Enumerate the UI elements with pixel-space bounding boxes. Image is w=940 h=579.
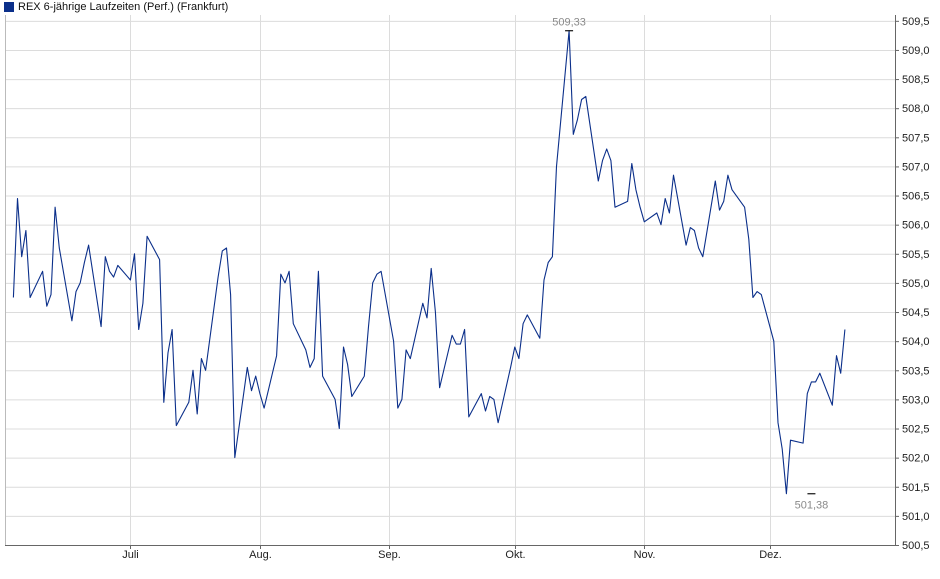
min-value-label: 501,38 [795, 500, 829, 512]
y-tick-label: 506,0 [902, 220, 930, 232]
x-tick-label: Nov. [634, 549, 656, 561]
y-tick-label: 500,5 [902, 540, 930, 552]
y-tick-label: 509,5 [902, 16, 930, 28]
y-tick-label: 508,5 [902, 74, 930, 86]
y-tick-label: 501,5 [902, 482, 930, 494]
axes [5, 15, 899, 549]
x-tick-label: Dez. [759, 549, 782, 561]
grid [5, 15, 895, 546]
y-tick-label: 503,0 [902, 394, 930, 406]
x-tick-label: Okt. [505, 549, 525, 561]
legend-label: REX 6-jährige Laufzeiten (Perf.) (Frankf… [18, 1, 229, 13]
y-tick-label: 503,5 [902, 365, 930, 377]
series-line [12, 30, 846, 495]
y-tick-label: 507,0 [902, 161, 930, 173]
y-tick-label: 502,5 [902, 424, 930, 436]
x-axis-labels: Juli Aug. Sep. Okt. Nov. Dez. [122, 549, 782, 561]
y-tick-label: 509,0 [902, 45, 930, 57]
y-tick-label: 502,0 [902, 453, 930, 465]
y-tick-label: 505,0 [902, 278, 930, 290]
max-value-label: 509,33 [552, 17, 586, 29]
series [12, 30, 846, 495]
y-tick-label: 504,5 [902, 307, 930, 319]
y-tick-label: 508,0 [902, 103, 930, 115]
y-tick-label: 506,5 [902, 191, 930, 203]
y-tick-label: 505,5 [902, 249, 930, 261]
x-tick-label: Sep. [378, 549, 401, 561]
y-axis-labels: 500,5 501,0 501,5 502,0 502,5 503,0 503,5 504,0… [902, 16, 930, 552]
y-tick-label: 504,0 [902, 336, 930, 348]
y-tick-label: 501,0 [902, 511, 930, 523]
legend-swatch [4, 2, 14, 12]
chart-legend: REX 6-jährige Laufzeiten (Perf.) (Frankf… [4, 0, 228, 14]
y-tick-label: 507,5 [902, 132, 930, 144]
x-tick-label: Juli [122, 549, 139, 561]
x-tick-label: Aug. [249, 549, 272, 561]
extreme-markers: 509,33 501,38 [552, 17, 828, 512]
